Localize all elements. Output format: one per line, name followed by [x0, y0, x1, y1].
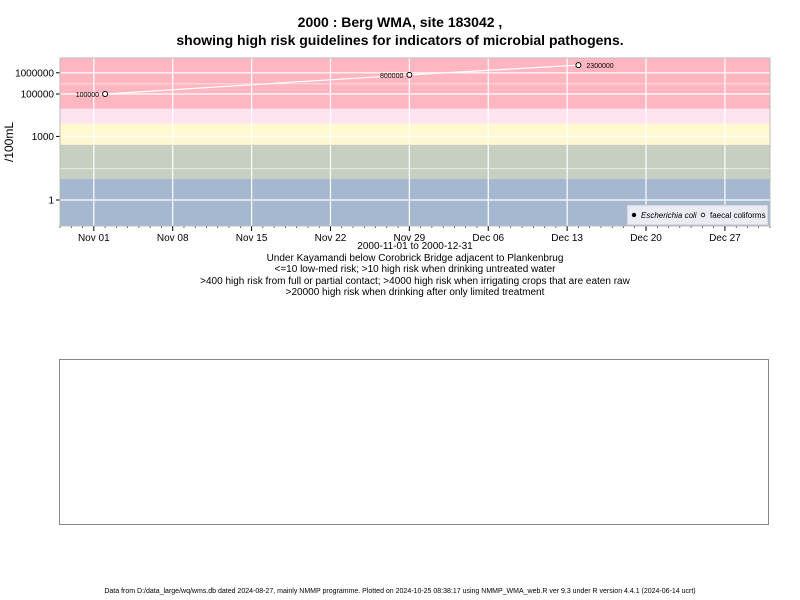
data-label-1-0: 100000: [76, 92, 99, 99]
caption-guideline-contact: >400 high risk from full or partial cont…: [200, 276, 630, 287]
data-point-1-2: [575, 62, 582, 69]
chart-subtitle: showing high risk guidelines for indicat…: [176, 32, 624, 48]
x-tick-label-2: Nov 15: [236, 233, 268, 244]
legend-marker-faecal-coliforms: [700, 212, 706, 218]
x-tick-label-6: Dec 13: [551, 233, 583, 244]
risk-band-1: [60, 108, 770, 124]
x-tick-label-1: Nov 08: [157, 233, 189, 244]
x-tick-label-5: Dec 06: [472, 233, 504, 244]
caption-guideline-low: <=10 low-med risk; >10 high risk when dr…: [274, 264, 556, 275]
y-tick-label-0: 1: [48, 196, 54, 207]
chart-title: 2000 : Berg WMA, site 183042 ,: [297, 14, 503, 30]
legend-box: [626, 204, 769, 226]
risk-band-3: [60, 144, 770, 179]
legend-label-e-coli: Escherichia coli: [641, 211, 697, 220]
empty-chart-panel: [59, 359, 769, 525]
footer-note: Data from D:/data_large/wq/wms.db dated …: [104, 588, 696, 595]
legend-label-faecal-coliforms: faecal coliforms: [710, 211, 766, 220]
y-tick-label-1: 1000: [32, 132, 55, 143]
risk-band-2: [60, 123, 770, 145]
plot-frame: [59, 57, 771, 227]
caption-date-range: 2000-11-01 to 2000-12-31: [357, 241, 473, 252]
data-label-1-2: 2300000: [586, 63, 613, 70]
legend-marker-e-coli: [631, 212, 637, 218]
risk-band-0: [60, 58, 770, 109]
y-tick-label-2: 100000: [21, 90, 55, 101]
x-tick-label-4: Nov 29: [394, 233, 426, 244]
x-tick-label-3: Nov 22: [315, 233, 347, 244]
data-point-1-1: [406, 71, 413, 78]
x-tick-label-8: Dec 27: [709, 233, 741, 244]
caption-guideline-treatment: >20000 high risk when drinking after onl…: [285, 287, 545, 298]
caption-site-description: Under Kayamandi below Corobrick Bridge a…: [266, 253, 564, 264]
y-axis-label: /100mL: [2, 122, 16, 162]
y-tick-label-3: 1000000: [15, 68, 54, 79]
x-tick-label-0: Nov 01: [78, 233, 110, 244]
data-point-1-0: [102, 91, 109, 97]
x-tick-label-7: Dec 20: [630, 233, 662, 244]
data-label-1-1: 800000: [380, 73, 403, 80]
